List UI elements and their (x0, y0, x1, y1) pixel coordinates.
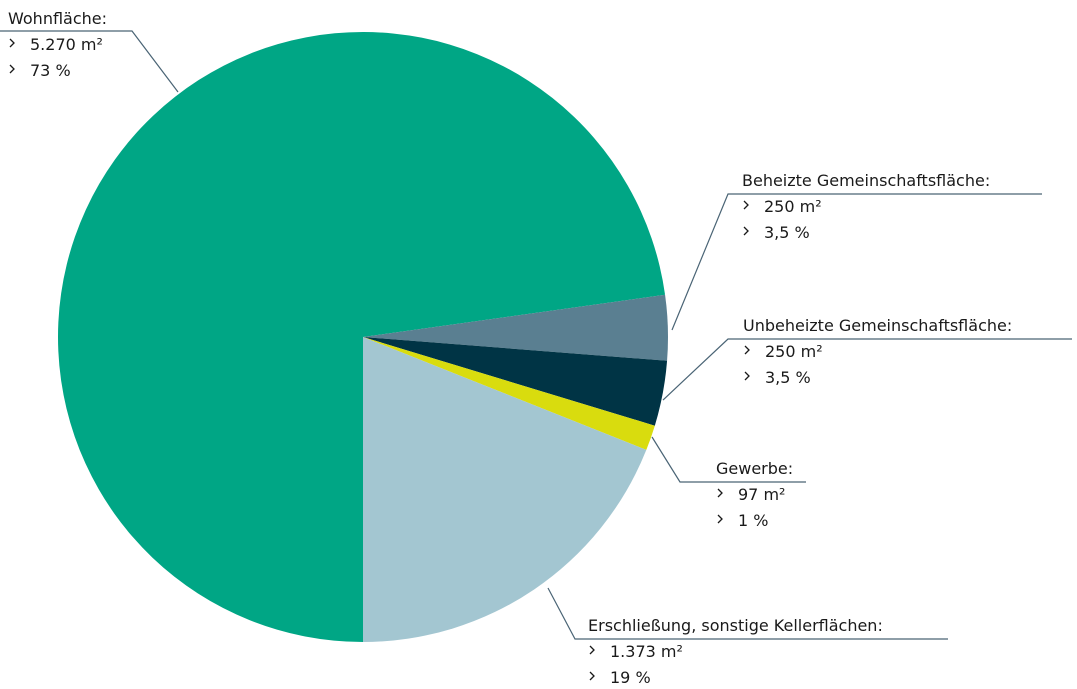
bullet-icon (744, 345, 750, 355)
bullet-icon (589, 645, 595, 655)
share-label: 1 % (738, 511, 768, 530)
pie-slice (363, 294, 668, 361)
pie-slice (363, 337, 668, 426)
bullet-icon (9, 38, 15, 48)
leader-line (651, 436, 806, 483)
share-label: 3,5 % (765, 368, 811, 387)
slice-label: Erschließung, sonstige Kellerflächen: (588, 616, 883, 635)
bullet-icon (743, 226, 749, 236)
value-label: 5.270 m² (30, 35, 103, 54)
bullet-icon (9, 64, 15, 74)
bullet-icon (743, 200, 749, 210)
bullet-icon (589, 671, 595, 681)
bullet-icon (717, 488, 723, 498)
bullet-icon (744, 371, 750, 381)
slice-label: Unbeheizte Gemeinschaftsfläche: (743, 316, 1012, 335)
share-label: 3,5 % (764, 223, 810, 242)
leader-line (671, 193, 1042, 331)
leader-line (0, 30, 179, 93)
value-label: 250 m² (764, 197, 822, 216)
pie-slice (57, 31, 666, 642)
share-label: 19 % (610, 668, 651, 687)
pie-slice (363, 337, 655, 450)
pie-slice (363, 337, 647, 642)
bullet-icon (717, 514, 723, 524)
value-label: 97 m² (738, 485, 785, 504)
slice-label: Beheizte Gemeinschaftsfläche: (742, 171, 990, 190)
slice-label: Wohnfläche: (8, 9, 107, 28)
leader-line (662, 338, 1072, 401)
slice-label: Gewerbe: (716, 459, 793, 478)
value-label: 250 m² (765, 342, 823, 361)
share-label: 73 % (30, 61, 71, 80)
leader-line (547, 587, 948, 640)
value-label: 1.373 m² (610, 642, 683, 661)
